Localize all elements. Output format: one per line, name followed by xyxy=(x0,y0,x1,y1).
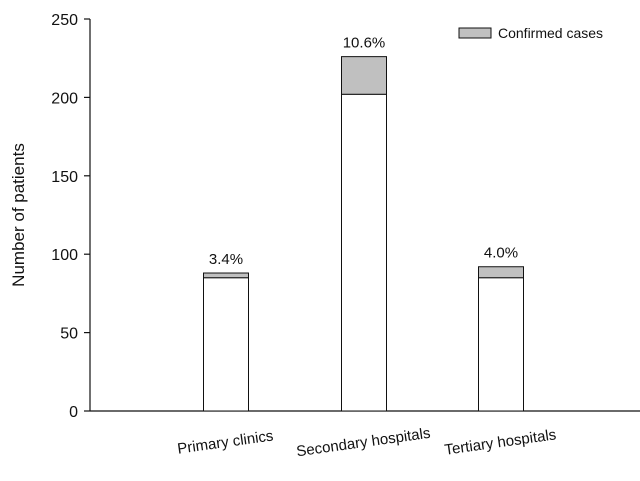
percentage-label: 10.6% xyxy=(343,35,386,52)
category-label: Primary clinics xyxy=(176,427,274,457)
y-tick-label: 50 xyxy=(60,326,78,343)
bar-segment-base xyxy=(203,277,249,412)
category-label: Secondary hospitals xyxy=(295,425,431,461)
category-labels: Primary clinics Secondary hospitals Tertia… xyxy=(176,425,557,461)
y-tick-label: 150 xyxy=(51,169,78,186)
y-tick-label: 200 xyxy=(51,90,78,107)
percentage-label: 3.4% xyxy=(209,251,243,268)
y-axis-label: Number of patients xyxy=(9,143,28,287)
y-tick-label: 250 xyxy=(51,12,78,29)
bar-segment-confirmed xyxy=(478,266,524,279)
legend-label-confirmed-cases: Confirmed cases xyxy=(498,25,603,41)
bar-segment-base xyxy=(478,277,524,412)
y-axis: 0 50 100 150 200 250 xyxy=(51,12,91,421)
y-tick-label: 100 xyxy=(51,247,78,264)
bar-segment-confirmed xyxy=(203,272,249,279)
legend-swatch-confirmed-cases xyxy=(458,27,492,39)
bars xyxy=(203,56,524,412)
percentage-label: 4.0% xyxy=(484,245,518,262)
bar-segment-confirmed xyxy=(341,56,387,95)
percentage-labels: 3.4% 10.6% 4.0% xyxy=(209,35,518,268)
y-tick-label: 0 xyxy=(69,404,78,421)
legend: Confirmed cases xyxy=(458,25,603,41)
bar-segment-base xyxy=(341,93,387,412)
category-label: Tertiary hospitals xyxy=(443,426,557,458)
